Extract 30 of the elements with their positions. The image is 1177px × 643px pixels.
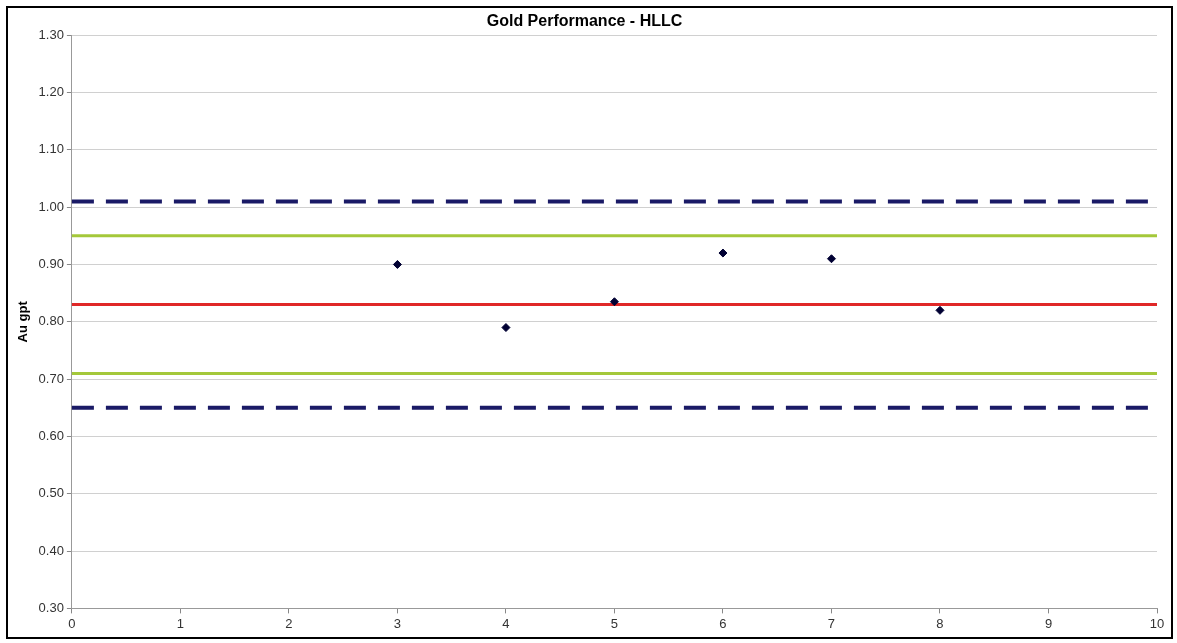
x-tick-label: 5 <box>610 615 619 631</box>
x-tick-label: 9 <box>1044 615 1053 631</box>
x-tick-label: 8 <box>936 615 944 631</box>
y-tick-label: 0.60 <box>38 428 64 444</box>
y-tick-label: 0.50 <box>38 485 64 501</box>
point <box>392 259 402 269</box>
x-tick-label: 2 <box>285 615 293 631</box>
y-tick-label: 1.30 <box>38 26 64 42</box>
x-tick-label: 0 <box>68 615 76 631</box>
y-tick-label: 1.00 <box>38 198 64 214</box>
y-tick-label: 0.40 <box>38 542 64 558</box>
x-tick-label: 3 <box>393 615 402 631</box>
x-tick-label: 6 <box>719 615 727 631</box>
point <box>501 323 511 333</box>
point <box>935 305 945 315</box>
y-tick-label: 0.70 <box>38 370 64 386</box>
point <box>826 254 836 264</box>
x-tick-label: 10 <box>1149 615 1165 631</box>
y-axis-title: Au gpt <box>15 300 31 343</box>
y-tick-label: 0.30 <box>38 599 64 615</box>
x-tick-label: 1 <box>176 615 185 631</box>
y-tick-label: 1.20 <box>38 84 64 100</box>
y-tick-label: 0.90 <box>38 256 64 272</box>
x-tick-label: 7 <box>827 615 836 631</box>
point <box>609 297 619 307</box>
chart-title: Gold Performance - HLLC <box>486 12 683 30</box>
point <box>718 248 728 258</box>
y-tick-label: 1.10 <box>38 141 64 157</box>
y-tick-label: 0.80 <box>38 313 64 329</box>
x-tick-label: 4 <box>502 615 510 631</box>
